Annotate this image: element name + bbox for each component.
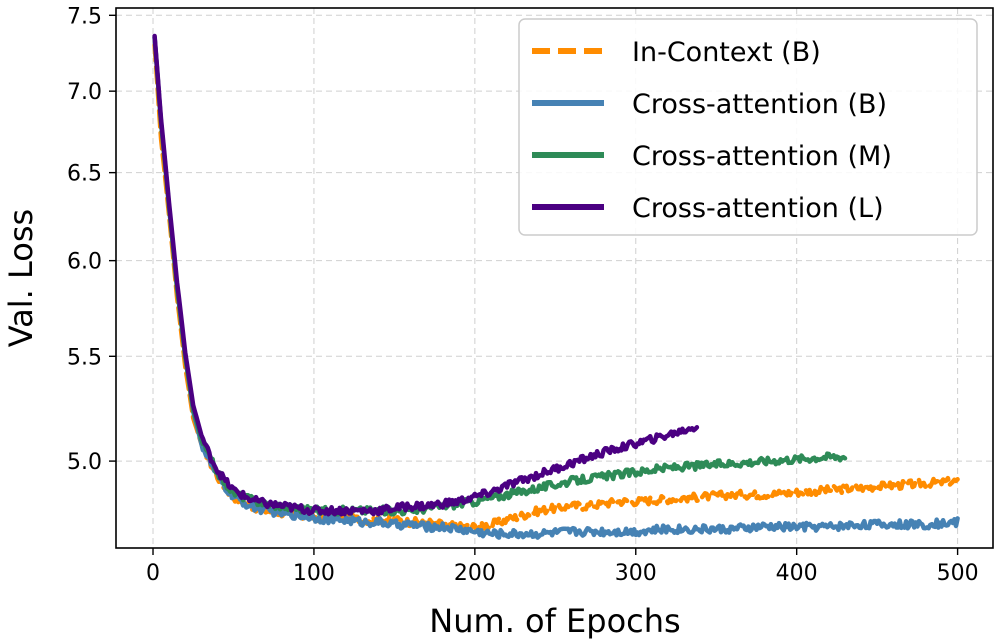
x-tick-label: 500: [937, 561, 979, 586]
y-axis-label: Val. Loss: [2, 209, 40, 347]
legend-box: [518, 18, 978, 236]
x-tick-label: 300: [615, 561, 657, 586]
legend-label: Cross-attention (B): [632, 89, 887, 120]
axis-ticks: 0 100 200 300 400 500 5.0 5.5 6.0 6.5 7.0 7.5: [67, 4, 979, 586]
legend-label: In-Context (B): [632, 37, 821, 68]
legend-items: In-Context (B) Cross-attention (B) Cross-a…: [532, 37, 892, 224]
y-tick-label: 6.0: [67, 250, 102, 275]
plot-area-frame: [115, 7, 994, 549]
series-line-2: [152, 35, 960, 540]
legend: In-Context (B) Cross-attention (B) Cross-a…: [518, 18, 978, 236]
x-axis-label: Num. of Epochs: [429, 602, 680, 640]
series-line-4: [152, 33, 700, 517]
x-tick-label: 400: [776, 561, 818, 586]
y-tick-label: 6.5: [67, 162, 102, 187]
legend-label: Cross-attention (L): [632, 193, 884, 224]
x-tick-label: 200: [454, 561, 496, 586]
legend-label: Cross-attention (M): [632, 141, 892, 172]
y-tick-label: 5.0: [67, 450, 102, 475]
y-tick-label: 7.5: [67, 4, 102, 29]
x-tick-label: 100: [293, 561, 335, 586]
y-tick-label: 5.5: [67, 345, 102, 370]
x-tick-label: 0: [146, 561, 160, 586]
y-tick-label: 7.0: [67, 80, 102, 105]
series-lines: [152, 33, 960, 540]
